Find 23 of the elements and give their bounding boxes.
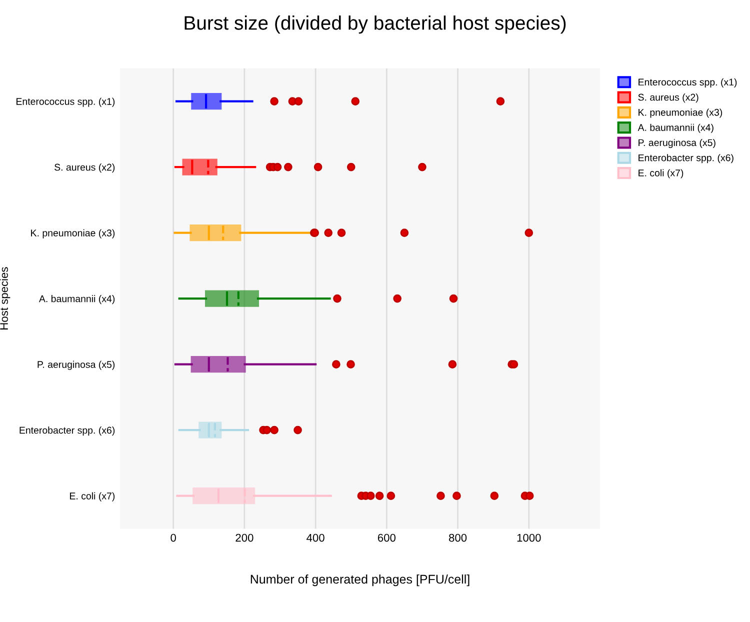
legend-label: K. pneumoniae (x3) [638,108,722,118]
y-tick-label: Enterobacter spp. (x6) [20,426,115,436]
legend-label: E. coli (x7) [638,169,684,178]
legend-label: Enterobacter spp. (x6) [638,154,734,164]
x-tick-label: 600 [378,534,396,542]
x-axis-title: Number of generated phages [PFU/cell] [250,574,470,586]
y-tick-label: E. coli (x7) [70,492,115,502]
legend-label: A. baumannii (x4) [638,124,714,133]
x-tick-label: 800 [448,534,467,542]
y-tick-label: A. baumannii (x4) [38,295,115,304]
y-tick-label: S. aureus (x2) [54,164,115,173]
legend-label: P. aeruginosa (x5) [638,138,716,148]
legend-label: S. aureus (x2) [638,94,698,103]
chart-title: Burst size (divided by bacterial host species) [184,16,566,34]
x-tick-label: 0 [170,534,176,542]
x-tick-label: 400 [306,534,324,542]
x-tick-label: 200 [236,534,254,542]
y-tick-label: K. pneumoniae (x3) [31,229,115,238]
y-tick-label: Enterococcus spp. (x1) [16,98,115,107]
y-axis-title: Host species [0,267,10,330]
x-tick-label: 1000 [517,534,541,542]
y-tick-label: P. aeruginosa (x5) [38,360,115,370]
legend-label: Enterococcus spp. (x1) [638,78,737,88]
